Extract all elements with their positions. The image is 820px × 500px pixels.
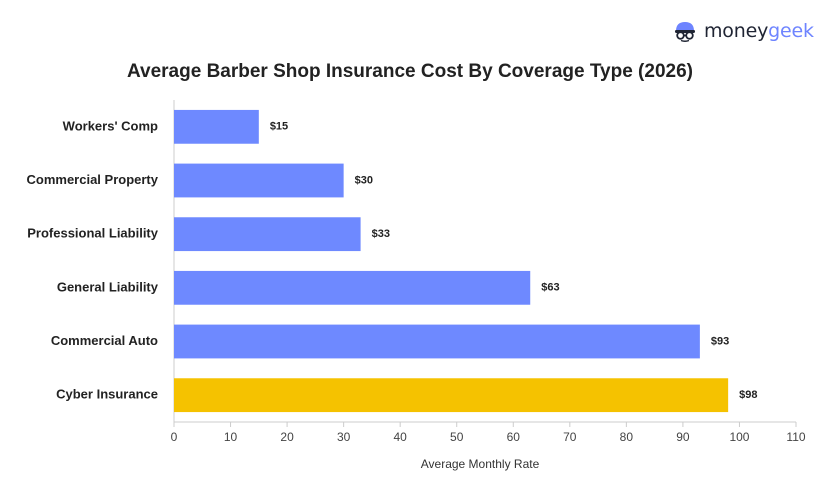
- x-tick-label: 70: [563, 430, 577, 444]
- x-tick-label: 100: [729, 430, 749, 444]
- category-label: Commercial Property: [27, 172, 159, 187]
- value-label: $30: [355, 174, 373, 186]
- value-label: $98: [739, 389, 757, 401]
- bar: [174, 378, 729, 413]
- category-label: Cyber Insurance: [56, 387, 158, 402]
- x-tick-label: 0: [171, 430, 178, 444]
- brand-wordmark: moneygeek: [704, 19, 814, 42]
- bar: [174, 270, 531, 305]
- x-tick-label: 10: [224, 430, 238, 444]
- x-tick-label: 50: [450, 430, 464, 444]
- value-label: $93: [711, 335, 729, 347]
- x-tick-label: 80: [620, 430, 634, 444]
- category-label: Workers' Comp: [63, 118, 158, 133]
- bar: [174, 324, 700, 359]
- bar: [174, 163, 344, 198]
- x-tick-label: 90: [676, 430, 690, 444]
- chart-title: Average Barber Shop Insurance Cost By Co…: [127, 61, 693, 82]
- x-tick-label: 20: [280, 430, 294, 444]
- bar: [174, 109, 259, 144]
- x-tick-label: 60: [507, 430, 521, 444]
- brand-name-geek: geek: [768, 19, 814, 42]
- value-label: $63: [541, 282, 559, 294]
- bar: [174, 217, 361, 252]
- value-label: $33: [372, 228, 390, 240]
- category-label: Commercial Auto: [51, 333, 158, 348]
- brand-logo: moneygeek: [672, 20, 814, 42]
- category-label: Professional Liability: [27, 226, 159, 241]
- x-tick-label: 110: [786, 430, 805, 444]
- x-axis-title: Average Monthly Rate: [421, 457, 540, 471]
- category-label: General Liability: [57, 279, 159, 294]
- x-tick-label: 30: [337, 430, 351, 444]
- value-label: $15: [270, 121, 288, 133]
- moneygeek-mascot-icon: [675, 22, 695, 42]
- brand-name-money: money: [704, 19, 769, 42]
- x-tick-label: 40: [394, 430, 408, 444]
